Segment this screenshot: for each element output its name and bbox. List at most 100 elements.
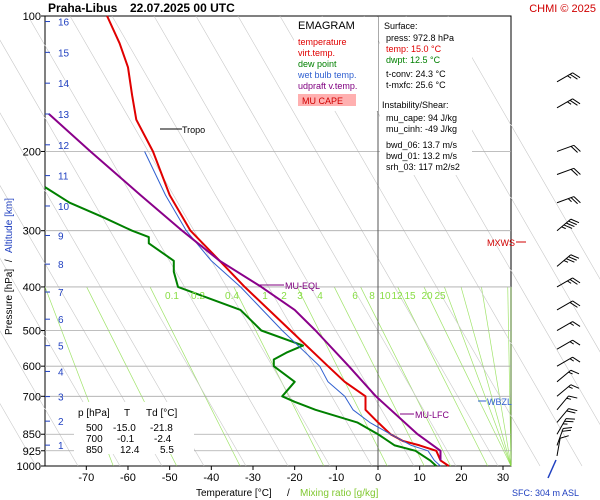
altitude-tick-label: 6 <box>58 315 64 326</box>
wind-barb-half <box>567 280 572 284</box>
tropopause-label: Tropo <box>182 125 205 135</box>
x-tick-label: -20 <box>287 472 303 484</box>
wind-barb-half <box>569 341 574 345</box>
wind-barb-shaft <box>556 369 572 383</box>
altitude-tick-label: 7 <box>58 288 64 299</box>
table-cell: -0.1 <box>117 434 135 445</box>
x-axis-label-temp: Temperature [°C] <box>196 488 272 499</box>
dry-adiabat <box>0 257 121 467</box>
altitude-tick-label: 16 <box>58 18 70 29</box>
wind-barb <box>556 384 580 397</box>
x-tick-label: -70 <box>78 472 94 484</box>
wind-barb-flag <box>569 99 578 106</box>
pressure-tick-label: 1000 <box>17 461 41 473</box>
mu-cinh-value: mu_cinh: -49 J/kg <box>386 124 457 134</box>
wind-barb-half <box>567 101 572 105</box>
x-tick-label: -50 <box>162 472 178 484</box>
pressure-tick-label: 400 <box>23 282 41 294</box>
mixing-ratio-tick-label: 1 <box>262 291 268 302</box>
x-tick-label: -60 <box>120 472 136 484</box>
wind-barb <box>556 369 580 383</box>
wind-barb-flag <box>570 218 580 224</box>
surface-dwpt: dwpt: 12.5 °C <box>386 55 441 65</box>
wind-barb-flag <box>572 277 581 284</box>
x-tick-label: 10 <box>414 472 426 484</box>
tick-labels: 0.1 0.2 0.4 1 2 3 4 6 8 10 12 15 20 25-70 -60 -50 -40 -30… <box>17 11 510 484</box>
mixing-ratio-line <box>296 286 388 467</box>
altitude-tick-label: 12 <box>58 141 70 152</box>
wbzl-label: WBZL <box>487 397 512 407</box>
wind-barb-flag <box>570 384 580 389</box>
wind-barb <box>556 167 581 176</box>
table-cell: -15.0 <box>113 423 136 434</box>
wind-barb-flag <box>572 356 581 363</box>
table-header-p: p [hPa] <box>78 408 110 419</box>
wind-barb <box>556 426 573 446</box>
wind-barb-half <box>566 397 572 400</box>
y-axis-label: Pressure [hPa] / Altitude [km] <box>4 198 15 335</box>
table-cell: -2.4 <box>154 434 172 445</box>
wind-barb <box>556 356 581 367</box>
mxws-label: MXWS <box>487 238 515 248</box>
x-tick-label: -30 <box>245 472 261 484</box>
altitude-tick-label: 10 <box>58 202 70 213</box>
altitude-tick-label: 4 <box>58 367 64 378</box>
wind-barb-flag <box>569 73 578 80</box>
legend-virt-temp: virt.temp. <box>298 48 335 58</box>
wind-barb <box>556 218 580 232</box>
series-group <box>44 15 450 467</box>
series-line-wet-bulb-temp <box>144 151 441 467</box>
mu-eql-label: MU-EQL <box>285 281 320 291</box>
wind-barb <box>556 300 581 311</box>
x-axis-label-sep: / <box>287 488 290 499</box>
wind-barb <box>556 98 581 109</box>
wind-barb-flag <box>559 435 569 439</box>
wind-barb-flag <box>570 145 578 153</box>
altitude-tick-label: 3 <box>58 393 64 404</box>
x-tick-label: 20 <box>455 472 467 484</box>
mixing-ratio-line <box>507 286 512 467</box>
y-axis-label-pressure: Pressure [hPa] <box>4 269 15 335</box>
wind-barb-shaft <box>556 356 573 367</box>
wind-barb-flag <box>569 279 578 285</box>
x-tick-label: -40 <box>203 472 219 484</box>
mixing-ratio-tick-label: 0.4 <box>225 291 239 302</box>
wind-barb-flag <box>572 72 581 79</box>
legend-title: EMAGRAM <box>298 20 355 32</box>
table-box <box>74 402 194 454</box>
wind-barb-shaft <box>556 300 573 311</box>
info-box <box>380 17 472 175</box>
wind-barb-half <box>563 260 569 263</box>
wind-barb-shaft <box>556 98 573 109</box>
wind-barb-flag <box>566 410 576 414</box>
wind-barb-flag <box>568 408 578 412</box>
wind-barb-half <box>562 423 568 425</box>
dry-adiabat <box>0 39 247 467</box>
pressure-tick-label: 925 <box>23 446 41 458</box>
x-tick-label: 30 <box>497 472 509 484</box>
altitude-tick-label: 9 <box>58 231 64 242</box>
wind-barb-shaft <box>556 72 573 83</box>
table-cell: 500 <box>86 423 103 434</box>
wind-barb-shaft <box>556 418 567 435</box>
surface-tconv: t-conv: 24.3 °C <box>386 69 446 79</box>
table-cell: 12.4 <box>120 445 140 456</box>
dry-adiabat <box>0 112 205 467</box>
wind-barb <box>556 321 581 331</box>
wind-barb-flag <box>572 300 581 307</box>
dry-adiabat <box>237 15 499 467</box>
surface-press: press: 972.8 hPa <box>386 33 454 43</box>
mixing-ratio-line <box>444 286 512 467</box>
srh-03-value: srh_03: 117 m2/s2 <box>386 162 460 172</box>
wind-barb <box>556 144 581 153</box>
mixing-ratio-tick-label: 4 <box>317 291 323 302</box>
mixing-ratio-line <box>397 286 488 467</box>
wind-barb <box>556 418 575 435</box>
wind-barb-flag <box>570 197 578 205</box>
wind-barb-flag <box>569 302 578 308</box>
legend-temperature: temperature <box>298 37 347 47</box>
x-axis-label-mixing: Mixing ratio [g/kg] <box>300 488 379 499</box>
mixing-ratio-tick-label: 3 <box>297 291 303 302</box>
wind-barb-half <box>561 226 566 230</box>
wind-barb-flag <box>562 429 572 432</box>
